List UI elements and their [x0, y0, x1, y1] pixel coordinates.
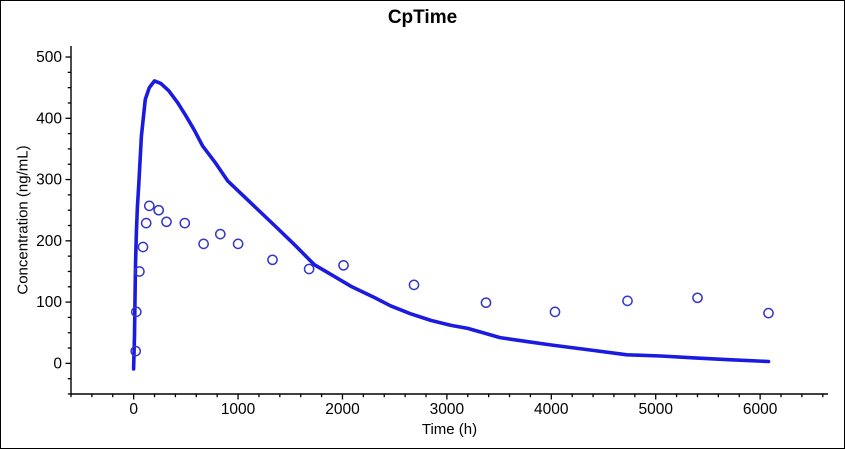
observed-data-marker: [143, 200, 155, 212]
y-axis-label: Concentration (ng/mL): [14, 145, 32, 295]
y-tick-label: 0: [53, 355, 62, 372]
observed-data-marker: [179, 217, 191, 229]
x-tick-label: 2000: [325, 401, 360, 418]
y-tick-label: 300: [36, 172, 62, 189]
observed-data-marker: [763, 307, 774, 319]
x-tick-label: 4000: [534, 401, 569, 418]
observed-data-marker: [134, 266, 145, 277]
chart-title: CpTime: [387, 7, 458, 28]
observed-data-marker: [622, 295, 633, 307]
x-tick-label: 3000: [430, 401, 465, 418]
observed-data-marker: [214, 228, 226, 240]
predicted-concentration-curve: [131, 79, 771, 371]
x-tick-label: 0: [129, 401, 138, 418]
observed-data-marker: [140, 217, 152, 229]
observed-data-marker: [549, 306, 561, 318]
observed-data-marker: [161, 216, 172, 228]
y-tick-label: 500: [36, 49, 62, 66]
y-tick-label: 400: [36, 110, 62, 127]
observed-data-marker: [303, 263, 315, 275]
observed-data-marker: [198, 238, 209, 250]
observed-data-marker: [267, 254, 278, 266]
observed-data-marker: [153, 204, 165, 216]
observed-data-marker: [130, 345, 142, 357]
observed-data-marker: [130, 306, 142, 318]
observed-data-marker: [692, 292, 703, 304]
x-tick-label: 6000: [743, 401, 778, 418]
observed-data-marker: [480, 297, 492, 309]
observed-data-marker: [408, 279, 420, 291]
observed-data-marker: [232, 238, 244, 250]
y-tick-label: 100: [36, 294, 62, 311]
x-axis-label: Time (h): [421, 421, 478, 438]
y-tick-label: 200: [36, 233, 62, 250]
x-tick-label: 1000: [221, 401, 256, 418]
observed-data-marker: [338, 259, 349, 271]
observed-data-marker: [137, 241, 149, 253]
x-tick-label: 5000: [638, 401, 673, 418]
